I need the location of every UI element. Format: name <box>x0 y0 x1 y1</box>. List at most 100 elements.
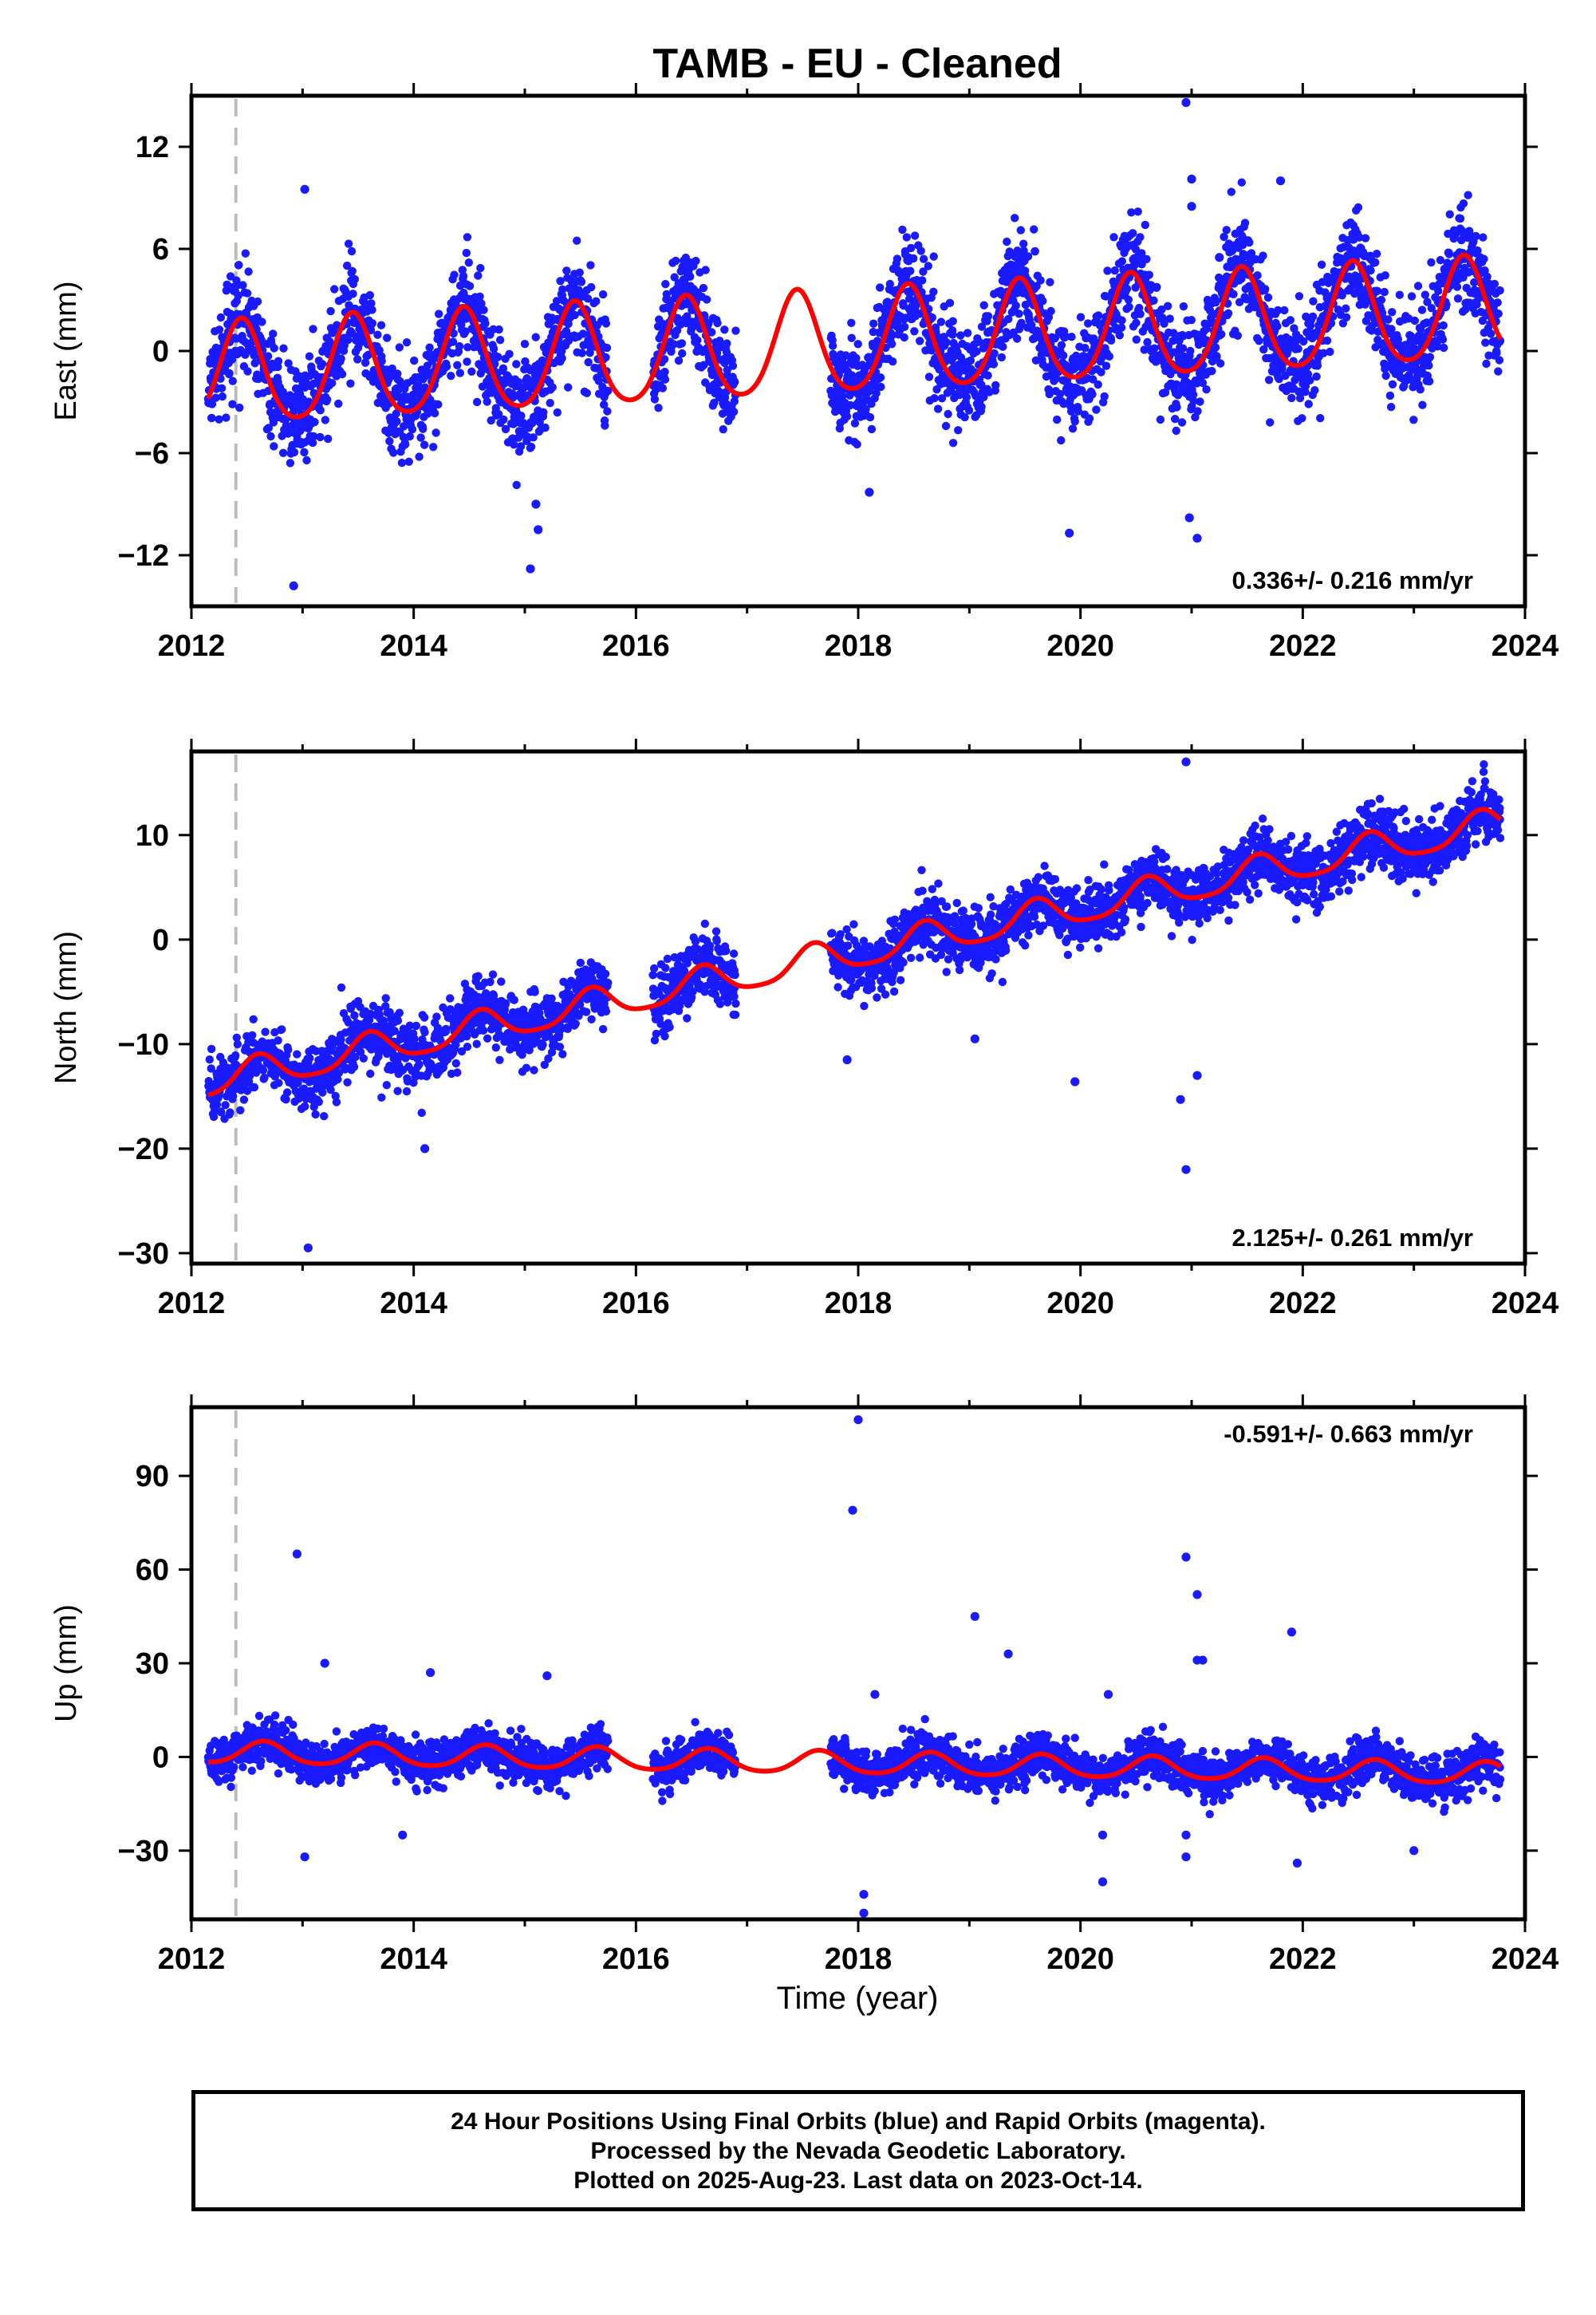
east-point <box>1237 178 1247 187</box>
north-point <box>581 1008 591 1016</box>
east-point <box>1101 361 1111 370</box>
east-point <box>828 341 837 350</box>
east-point <box>1444 250 1454 258</box>
east-point <box>1260 285 1270 294</box>
east-point <box>699 361 708 369</box>
east-point <box>1212 352 1221 361</box>
east-point <box>847 333 856 342</box>
east-point <box>402 338 412 347</box>
east-point <box>1171 415 1180 424</box>
north-point <box>836 930 845 939</box>
north-point <box>420 1013 429 1022</box>
east-point <box>1452 282 1462 291</box>
east-point <box>395 343 404 352</box>
east-point <box>936 317 946 326</box>
east-point <box>1196 397 1204 406</box>
east-point <box>258 317 266 326</box>
east-point <box>677 339 687 348</box>
east-point <box>316 406 325 415</box>
east-point <box>1316 414 1325 423</box>
east-point <box>1145 270 1154 279</box>
north-point <box>544 1054 553 1063</box>
east-point <box>1322 336 1332 345</box>
east-point <box>420 440 429 449</box>
east-point <box>1036 276 1045 285</box>
east-outlier-point <box>1215 253 1224 262</box>
east-y-tick-label: −6 <box>135 437 169 471</box>
north-point <box>712 937 721 945</box>
east-point <box>592 297 601 306</box>
east-point <box>1434 286 1443 295</box>
east-outlier-point <box>531 499 541 509</box>
east-point <box>1386 403 1396 412</box>
east-point <box>1132 318 1141 327</box>
east-point <box>463 233 472 242</box>
east-point <box>919 254 928 263</box>
east-point <box>719 425 727 434</box>
east-point <box>1326 347 1334 357</box>
north-point <box>248 1031 257 1040</box>
east-point <box>429 443 438 452</box>
north-point <box>412 1021 420 1031</box>
east-point <box>1132 335 1141 344</box>
east-point <box>1150 344 1159 353</box>
east-point <box>1372 250 1381 258</box>
east-point <box>278 448 288 457</box>
north-point <box>334 1068 344 1078</box>
east-point <box>1286 316 1295 325</box>
east-point <box>872 388 881 398</box>
east-point <box>516 442 526 451</box>
east-point <box>710 398 719 408</box>
north-point <box>205 1055 214 1064</box>
north-point <box>877 984 886 993</box>
east-point <box>919 267 928 276</box>
east-point <box>1427 304 1436 313</box>
north-point <box>731 970 739 980</box>
east-point <box>1057 436 1066 445</box>
east-point <box>316 432 325 442</box>
east-point <box>1317 260 1326 269</box>
east-point <box>1141 220 1150 230</box>
east-point <box>1274 306 1283 315</box>
east-point <box>930 394 939 403</box>
east-point <box>999 342 1007 351</box>
east-point <box>1045 389 1054 399</box>
east-point <box>317 360 327 369</box>
north-point <box>486 977 495 987</box>
east-point <box>893 254 902 263</box>
north-point <box>575 1000 585 1009</box>
east-point <box>367 299 376 308</box>
east-point <box>501 424 510 434</box>
east-point <box>861 404 870 414</box>
east-outlier-point <box>1184 513 1194 523</box>
east-point <box>1427 258 1436 267</box>
east-point <box>397 459 407 467</box>
east-point <box>1235 298 1244 306</box>
north-point <box>538 1040 547 1049</box>
north-point <box>366 1069 375 1079</box>
east-point <box>227 355 237 364</box>
north-point <box>351 1052 360 1062</box>
east-point <box>586 261 595 270</box>
east-point <box>1247 249 1256 258</box>
east-point <box>672 256 680 266</box>
east-point <box>226 272 235 281</box>
east-point <box>531 333 540 341</box>
north-point <box>217 1108 226 1117</box>
east-point <box>601 353 610 362</box>
north-point <box>665 1023 674 1031</box>
east-point <box>1153 282 1161 291</box>
east-y-tick-label: −12 <box>118 539 169 573</box>
north-point <box>312 1047 321 1055</box>
north-point <box>311 1110 320 1119</box>
east-point <box>416 433 425 442</box>
east-point <box>464 258 473 267</box>
north-point <box>274 1079 283 1087</box>
east-point <box>1304 400 1313 408</box>
east-point <box>944 409 952 419</box>
north-point <box>604 978 613 988</box>
north-point <box>393 1016 403 1025</box>
east-point <box>916 246 925 255</box>
east-point <box>1355 233 1364 242</box>
east-point <box>215 415 223 424</box>
